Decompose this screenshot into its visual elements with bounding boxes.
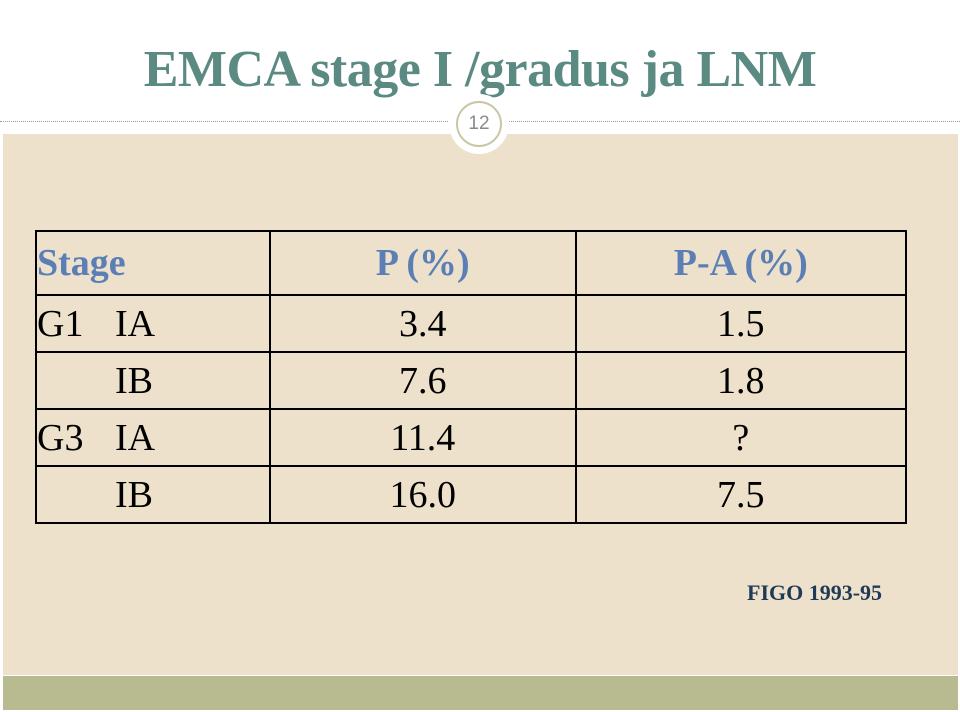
header-p: P (%) (268, 230, 577, 296)
stage-cell: IB (35, 351, 271, 410)
pa-value: ? (574, 408, 908, 467)
stage-grade: G1 (37, 302, 84, 345)
stage-substage: IA (115, 416, 156, 459)
pa-value: 1.5 (574, 294, 908, 353)
header-pa: P-A (%) (574, 230, 908, 296)
slide-title: EMCA stage I /gradus ja LNM (143, 41, 817, 98)
table-row: IB 16.0 7.5 (35, 465, 908, 524)
table-row: IB 7.6 1.8 (35, 351, 908, 410)
p-value: 7.6 (268, 351, 577, 410)
p-value: 3.4 (268, 294, 577, 353)
stage-cell: G3 IA (35, 408, 271, 467)
stage-substage: IA (115, 302, 156, 345)
stage-substage: IB (115, 473, 153, 516)
table-row: G1 IA 3.4 1.5 (35, 294, 908, 353)
p-value: 16.0 (268, 465, 577, 524)
stage-substage: IB (115, 359, 153, 402)
header-stage: Stage (35, 230, 271, 296)
table-row: G3 IA 11.4 ? (35, 408, 908, 467)
footer-bar (3, 676, 958, 710)
data-table: Stage P (%) P-A (%) G1 IA 3.4 1.5 IB 7.6 … (35, 230, 908, 524)
slide-number: 12 (456, 101, 502, 147)
stage-grade: G3 (37, 416, 84, 459)
source-note: FIGO 1993-95 (747, 580, 883, 605)
stage-cell: G1 IA (35, 294, 271, 353)
stage-cell: IB (35, 465, 271, 524)
p-value: 11.4 (268, 408, 577, 467)
pa-value: 7.5 (574, 465, 908, 524)
table-header-row: Stage P (%) P-A (%) (35, 230, 908, 296)
pa-value: 1.8 (574, 351, 908, 410)
